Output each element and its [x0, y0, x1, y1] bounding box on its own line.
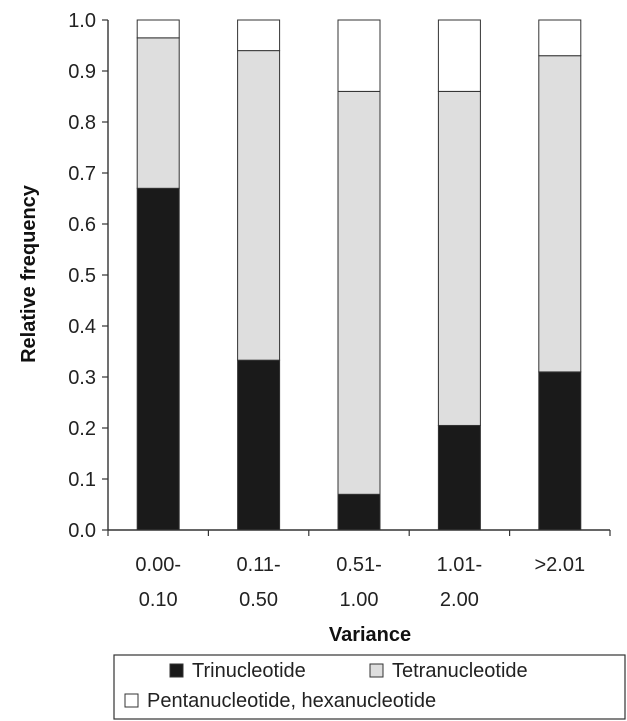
x-tick-label: 1.01-	[437, 554, 483, 576]
y-tick-label: 0.7	[68, 163, 96, 185]
x-tick-label: 2.00	[440, 589, 479, 611]
y-tick-label: 0.0	[68, 520, 96, 542]
bar-segment-trinucleotide	[237, 359, 281, 531]
y-tick-label: 0.4	[68, 316, 96, 338]
bar-segment-pentanucleotide-hexanucleotide	[437, 19, 481, 92]
bar-segment-tetranucleotide	[538, 55, 582, 373]
y-tick-label: 0.8	[68, 112, 96, 134]
legend-swatch-trinucleotide	[169, 663, 184, 678]
bar-segment-pentanucleotide-hexanucleotide	[136, 19, 180, 39]
bar-segment-tetranucleotide	[136, 37, 180, 189]
bar-segment-tetranucleotide	[337, 90, 381, 495]
y-tick-label: 0.5	[68, 265, 96, 287]
y-tick-label: 1.0	[68, 10, 96, 32]
legend-label-trinucleotide: Trinucleotide	[192, 660, 306, 682]
x-tick-label: 1.00	[340, 589, 379, 611]
bar-segment-trinucleotide	[538, 371, 582, 531]
bar-segment-tetranucleotide	[437, 90, 481, 426]
x-tick-label: 0.00-	[135, 554, 181, 576]
y-axis-title: Relative frequency	[18, 184, 40, 363]
x-tick-label: 0.11-	[237, 554, 281, 576]
x-tick-label: >2.01	[534, 554, 585, 576]
y-axis-ticks: 0.0 0.1 0.2 0.3 0.4 0.5 0.6 0.7 0.8 0.9 1.0	[68, 10, 108, 542]
legend-label-tetranucleotide: Tetranucleotide	[392, 660, 528, 682]
bar-segment-tetranucleotide	[237, 50, 281, 361]
x-tick-label: 0.51-	[336, 554, 382, 576]
bars	[136, 19, 582, 531]
legend: Trinucleotide Tetranucleotide Pentanucleot…	[113, 654, 626, 720]
bar-segment-trinucleotide	[337, 493, 381, 531]
x-axis-title: Variance	[329, 624, 411, 646]
bar-segment-trinucleotide	[437, 424, 481, 531]
legend-label-pentanucleotide-hexanucleotide: Pentanucleotide, hexanucleotide	[147, 690, 436, 712]
x-axis-ticks: 0.00- 0.10 0.11- 0.50 0.51- 1.00 1.01- 2.00 >2.0…	[135, 554, 585, 611]
bar-segment-trinucleotide	[136, 187, 180, 531]
x-tick-label: 0.10	[139, 589, 178, 611]
y-tick-label: 0.6	[68, 214, 96, 236]
y-tick-label: 0.9	[68, 61, 96, 83]
bar-segment-pentanucleotide-hexanucleotide	[337, 19, 381, 92]
legend-swatch-tetranucleotide	[369, 663, 384, 678]
x-tick-label: 0.50	[239, 589, 278, 611]
bar-segment-pentanucleotide-hexanucleotide	[237, 19, 281, 52]
bar-segment-pentanucleotide-hexanucleotide	[538, 19, 582, 57]
axes	[107, 20, 611, 536]
y-tick-label: 0.2	[68, 418, 96, 440]
y-tick-label: 0.1	[68, 469, 96, 491]
legend-swatch-pentanucleotide-hexanucleotide	[124, 693, 139, 708]
y-tick-label: 0.3	[68, 367, 96, 389]
